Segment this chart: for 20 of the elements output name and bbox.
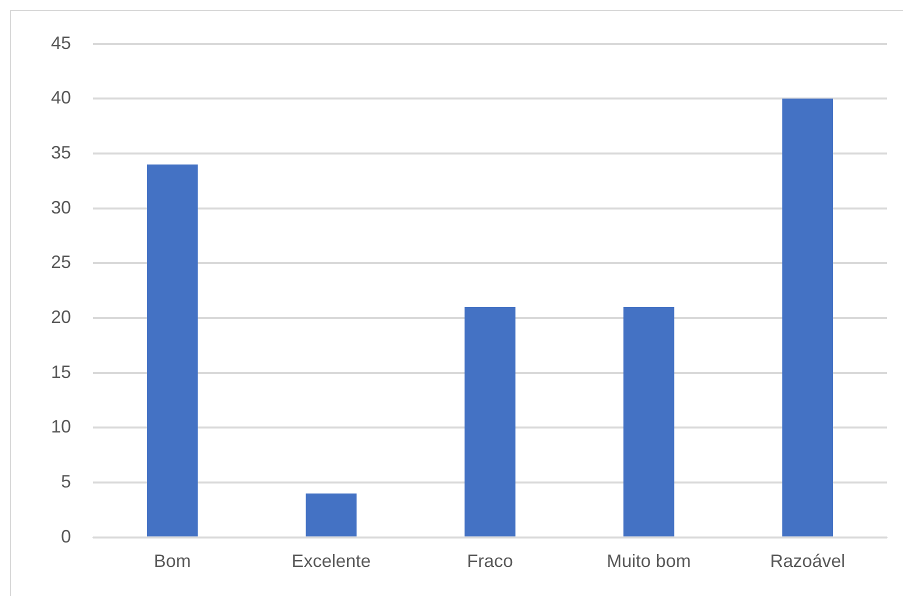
x-tick-label: Fraco <box>467 551 514 572</box>
y-tick-label: 20 <box>50 306 72 327</box>
y-tick-label: 30 <box>50 197 72 218</box>
y-tick-label: 5 <box>61 472 72 492</box>
bar <box>306 494 357 536</box>
y-tick-label: 45 <box>50 32 72 53</box>
bar <box>464 307 516 536</box>
x-tick-label: Razoável <box>770 551 846 572</box>
y-tick-label: 10 <box>50 416 72 437</box>
bar <box>623 307 674 536</box>
bar <box>147 164 198 536</box>
y-tick-label: 25 <box>50 252 72 272</box>
y-tick-label: 0 <box>61 526 72 546</box>
bar <box>782 98 834 536</box>
y-tick-label: 35 <box>50 142 72 162</box>
x-tick-label: Excelente <box>292 551 371 572</box>
y-tick-label: 40 <box>50 88 72 108</box>
x-tick-label: Muito bom <box>606 551 691 572</box>
x-tick-label: Bom <box>154 551 191 572</box>
y-tick-label: 15 <box>50 362 72 382</box>
